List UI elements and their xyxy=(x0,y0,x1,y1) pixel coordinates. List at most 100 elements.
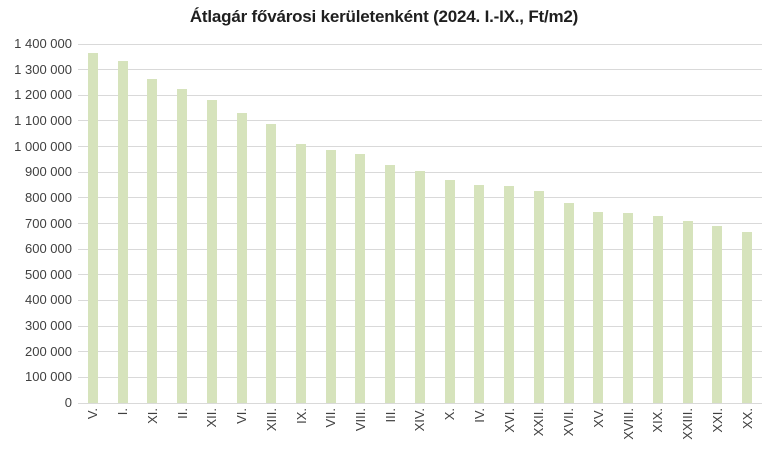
bar-slot xyxy=(465,44,495,403)
x-tick-slot: XIII. xyxy=(256,408,286,453)
bar-slot xyxy=(137,44,167,403)
y-tick-label: 700 000 xyxy=(25,215,72,231)
gridline xyxy=(78,43,762,45)
x-tick-slot: XIX. xyxy=(643,408,673,453)
x-tick-slot: XVI. xyxy=(494,408,524,453)
y-tick-label: 800 000 xyxy=(25,189,72,205)
y-tick-label: 500 000 xyxy=(25,266,72,282)
gridline xyxy=(78,146,762,148)
bar-XXI xyxy=(712,226,723,403)
y-tick-label: 100 000 xyxy=(25,369,72,385)
bar-slot xyxy=(405,44,435,403)
bar-I xyxy=(117,60,128,403)
x-tick-slot: XX. xyxy=(732,408,762,453)
bar-II xyxy=(177,88,188,403)
bar-XI xyxy=(147,78,158,403)
bar-XVI xyxy=(504,186,515,403)
x-tick-label: I. xyxy=(115,408,131,416)
y-axis: 0 100 000 200 000 300 000 400 000 500 000 600 … xyxy=(0,0,72,455)
y-tick-label: 400 000 xyxy=(25,292,72,308)
x-tick-slot: I. xyxy=(108,408,138,453)
x-tick-slot: XI. xyxy=(137,408,167,453)
x-tick-label: VIII. xyxy=(352,408,368,432)
y-tick-label: 1 300 000 xyxy=(14,61,72,77)
y-tick-label: 1 000 000 xyxy=(14,138,72,154)
bar-slot xyxy=(316,44,346,403)
x-tick-label: XI. xyxy=(144,408,160,424)
bar-slot xyxy=(375,44,405,403)
gridline xyxy=(78,69,762,71)
x-tick-slot: XXIII. xyxy=(673,408,703,453)
plot-area xyxy=(78,43,762,404)
x-tick-label: XXIII. xyxy=(680,408,696,440)
x-tick-label: XVIII. xyxy=(620,408,636,440)
bar-VI xyxy=(236,113,247,403)
bar-slot xyxy=(346,44,376,403)
x-tick-slot: XXI. xyxy=(702,408,732,453)
x-tick-label: VI. xyxy=(234,408,250,424)
x-tick-slot: XII. xyxy=(197,408,227,453)
bar-IV xyxy=(474,185,485,403)
x-tick-label: XII. xyxy=(204,408,220,428)
x-tick-label: IX. xyxy=(293,408,309,424)
y-tick-label: 300 000 xyxy=(25,318,72,334)
x-tick-label: XIV. xyxy=(412,408,428,432)
bar-slot xyxy=(108,44,138,403)
x-tick-slot: VII. xyxy=(316,408,346,453)
bar-III xyxy=(385,164,396,403)
y-tick-label: 1 100 000 xyxy=(14,112,72,128)
gridline xyxy=(78,402,762,404)
x-tick-label: VII. xyxy=(323,408,339,428)
x-tick-label: IV. xyxy=(471,408,487,423)
x-tick-slot: III. xyxy=(375,408,405,453)
x-tick-label: III. xyxy=(382,408,398,423)
bar-slot xyxy=(227,44,257,403)
bar-XVII xyxy=(563,203,574,403)
bar-XIII xyxy=(266,123,277,403)
y-tick-label: 600 000 xyxy=(25,241,72,257)
bar-XIX xyxy=(652,215,663,403)
x-tick-slot: XXII. xyxy=(524,408,554,453)
bar-VIII xyxy=(355,154,366,403)
bar-slot xyxy=(583,44,613,403)
gridline xyxy=(78,94,762,96)
x-tick-slot: X. xyxy=(435,408,465,453)
bar-X xyxy=(444,179,455,403)
bar-XX xyxy=(742,232,753,403)
x-tick-slot: XVII. xyxy=(554,408,584,453)
bar-XV xyxy=(593,211,604,403)
bar-slot xyxy=(613,44,643,403)
x-tick-slot: VI. xyxy=(227,408,257,453)
bar-XVIII xyxy=(623,213,634,403)
y-tick-label: 0 xyxy=(64,395,72,410)
x-tick-slot: XV. xyxy=(583,408,613,453)
x-tick-label: XX. xyxy=(739,408,755,429)
x-tick-label: XV. xyxy=(590,408,606,428)
x-tick-label: X. xyxy=(442,408,458,421)
y-tick-label: 200 000 xyxy=(25,343,72,359)
x-tick-label: XVII. xyxy=(561,408,577,437)
bar-slot xyxy=(494,44,524,403)
bar-slot xyxy=(167,44,197,403)
bar-XIV xyxy=(414,170,425,403)
bar-slot xyxy=(78,44,108,403)
bar-slot xyxy=(643,44,673,403)
x-tick-label: XIX. xyxy=(650,408,666,433)
bars xyxy=(78,44,762,403)
x-tick-slot: IV. xyxy=(465,408,495,453)
bar-XII xyxy=(206,100,217,403)
bar-slot xyxy=(673,44,703,403)
y-tick-label: 1 400 000 xyxy=(14,36,72,51)
bar-slot xyxy=(286,44,316,403)
x-tick-slot: XVIII. xyxy=(613,408,643,453)
x-tick-label: II. xyxy=(174,408,190,419)
x-tick-slot: II. xyxy=(167,408,197,453)
x-tick-slot: VIII. xyxy=(346,408,376,453)
chart-title: Átlagár fővárosi kerületenként (2024. I.… xyxy=(189,7,579,26)
bar-slot xyxy=(435,44,465,403)
x-tick-slot: V. xyxy=(78,408,108,453)
bar-VII xyxy=(325,150,336,403)
y-tick-label: 900 000 xyxy=(25,164,72,180)
x-axis: V. I. XI. II. XII. VI. XIII. IX. VII. VIII. III. XI… xyxy=(78,408,762,453)
